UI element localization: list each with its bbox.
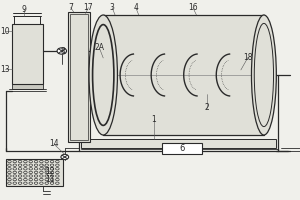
Bar (70, 14, 88, 140)
Text: 1: 1 (151, 114, 156, 123)
Text: 12: 12 (45, 168, 55, 176)
Text: 17: 17 (84, 3, 93, 12)
Bar (162, 143, 202, 154)
Text: 10: 10 (0, 26, 10, 36)
Bar (11, 84, 43, 89)
Text: 6: 6 (180, 144, 185, 153)
Text: 16: 16 (188, 3, 198, 12)
Bar (68, 12, 90, 142)
Text: 13: 13 (0, 64, 10, 73)
Text: 7: 7 (68, 3, 73, 12)
Text: 18: 18 (244, 52, 253, 62)
Text: 9: 9 (22, 4, 26, 14)
Text: 11: 11 (45, 174, 55, 184)
Ellipse shape (251, 15, 276, 135)
Text: 2A: 2A (94, 44, 104, 52)
Text: 4: 4 (133, 3, 138, 12)
Bar (81, 139, 276, 148)
Circle shape (61, 154, 69, 160)
Text: 2: 2 (204, 104, 209, 112)
Circle shape (57, 48, 67, 54)
Bar (11, 24, 43, 84)
Bar (6, 159, 63, 186)
Text: 14: 14 (49, 140, 58, 148)
Text: 3: 3 (110, 3, 115, 12)
Ellipse shape (89, 15, 117, 135)
Bar (14, 16, 40, 24)
Polygon shape (103, 15, 264, 135)
Text: 8: 8 (60, 46, 65, 55)
